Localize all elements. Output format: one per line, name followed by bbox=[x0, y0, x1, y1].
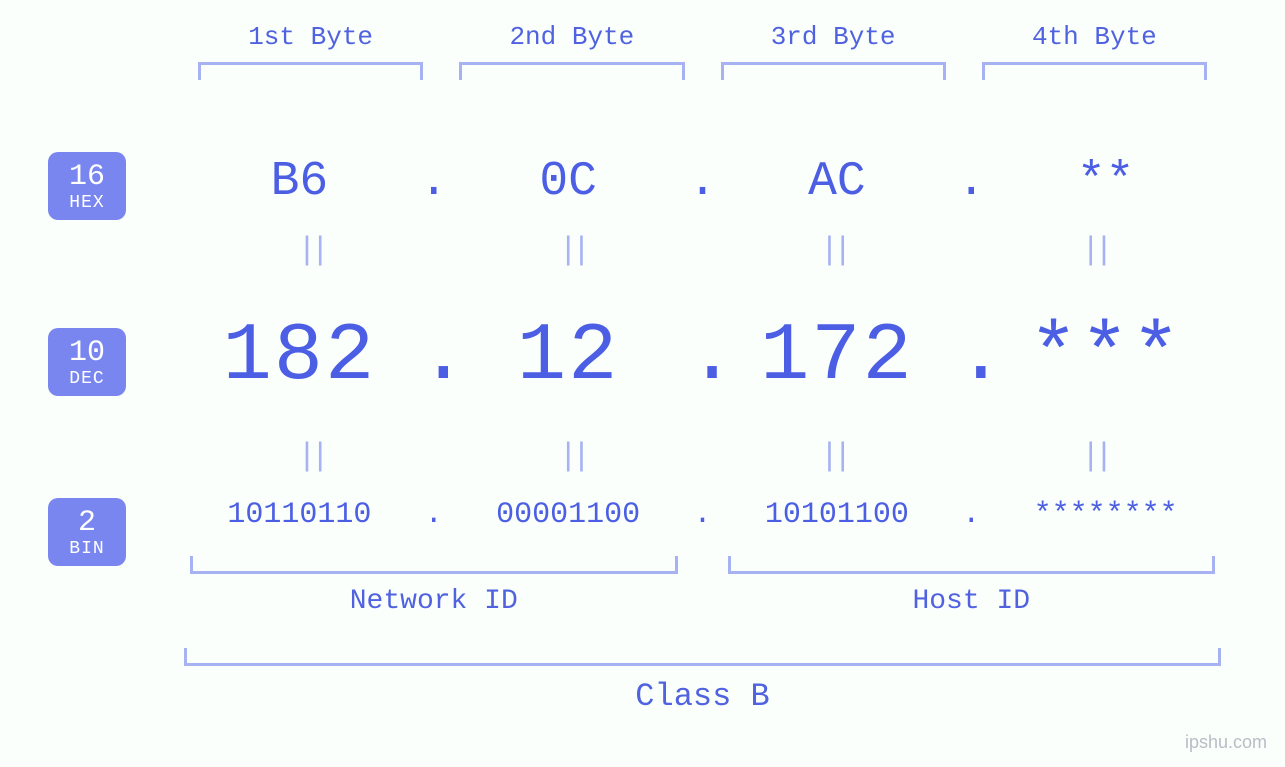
row-dec: 182 . 12 . 172 . *** bbox=[180, 310, 1225, 403]
byte-header-label: 4th Byte bbox=[964, 22, 1225, 52]
dot-separator: . bbox=[688, 310, 718, 403]
host-id-block: Host ID bbox=[718, 556, 1226, 617]
bin-octet: 10101100 bbox=[718, 498, 957, 532]
dec-octet: 172 bbox=[718, 310, 957, 403]
byte-header: 4th Byte bbox=[964, 22, 1225, 80]
byte-header: 2nd Byte bbox=[441, 22, 702, 80]
byte-header: 1st Byte bbox=[180, 22, 441, 80]
badge-text: BIN bbox=[48, 540, 126, 559]
dec-octet: 12 bbox=[449, 310, 688, 403]
dec-octet: 182 bbox=[180, 310, 419, 403]
equals-row: || || || || bbox=[180, 232, 1225, 269]
bin-octet: 10110110 bbox=[180, 498, 419, 532]
hex-octet: 0C bbox=[449, 155, 688, 209]
equals-icon: || bbox=[441, 438, 702, 475]
bracket-bottom bbox=[184, 648, 1221, 666]
byte-header-label: 3rd Byte bbox=[703, 22, 964, 52]
hex-octet: ** bbox=[986, 155, 1225, 209]
base-badge-dec: 10 DEC bbox=[48, 328, 126, 396]
badge-number: 16 bbox=[48, 162, 126, 194]
class-label: Class B bbox=[180, 678, 1225, 715]
dot-separator: . bbox=[688, 155, 718, 209]
bracket-top bbox=[721, 62, 946, 80]
bracket-top bbox=[459, 62, 684, 80]
dot-separator: . bbox=[956, 498, 986, 532]
host-id-label: Host ID bbox=[718, 586, 1226, 617]
equals-icon: || bbox=[180, 438, 441, 475]
class-block: Class B bbox=[180, 648, 1225, 715]
hex-octet: B6 bbox=[180, 155, 419, 209]
dec-octet: *** bbox=[986, 310, 1225, 403]
dot-separator: . bbox=[956, 155, 986, 209]
network-id-block: Network ID bbox=[180, 556, 688, 617]
badge-text: HEX bbox=[48, 194, 126, 213]
bracket-top bbox=[982, 62, 1207, 80]
bin-octet: 00001100 bbox=[449, 498, 688, 532]
badge-number: 2 bbox=[48, 508, 126, 540]
equals-icon: || bbox=[964, 232, 1225, 269]
watermark: ipshu.com bbox=[1185, 732, 1267, 753]
base-badge-hex: 16 HEX bbox=[48, 152, 126, 220]
equals-icon: || bbox=[703, 232, 964, 269]
equals-icon: || bbox=[441, 232, 702, 269]
equals-icon: || bbox=[180, 232, 441, 269]
equals-icon: || bbox=[964, 438, 1225, 475]
row-bin: 10110110 . 00001100 . 10101100 . *******… bbox=[180, 498, 1225, 532]
dot-separator: . bbox=[956, 310, 986, 403]
badge-number: 10 bbox=[48, 338, 126, 370]
dot-separator: . bbox=[419, 498, 449, 532]
id-row: Network ID Host ID bbox=[180, 556, 1225, 617]
equals-icon: || bbox=[703, 438, 964, 475]
network-id-label: Network ID bbox=[180, 586, 688, 617]
bracket-top bbox=[198, 62, 423, 80]
hex-octet: AC bbox=[718, 155, 957, 209]
dot-separator: . bbox=[419, 310, 449, 403]
row-hex: B6 . 0C . AC . ** bbox=[180, 155, 1225, 209]
equals-row: || || || || bbox=[180, 438, 1225, 475]
byte-header-row: 1st Byte 2nd Byte 3rd Byte 4th Byte bbox=[180, 22, 1225, 80]
dot-separator: . bbox=[419, 155, 449, 209]
badge-text: DEC bbox=[48, 370, 126, 389]
bracket-bottom bbox=[190, 556, 678, 574]
byte-header-label: 1st Byte bbox=[180, 22, 441, 52]
base-badge-bin: 2 BIN bbox=[48, 498, 126, 566]
bin-octet: ******** bbox=[986, 498, 1225, 532]
byte-header-label: 2nd Byte bbox=[441, 22, 702, 52]
bracket-bottom bbox=[728, 556, 1216, 574]
dot-separator: . bbox=[688, 498, 718, 532]
byte-header: 3rd Byte bbox=[703, 22, 964, 80]
